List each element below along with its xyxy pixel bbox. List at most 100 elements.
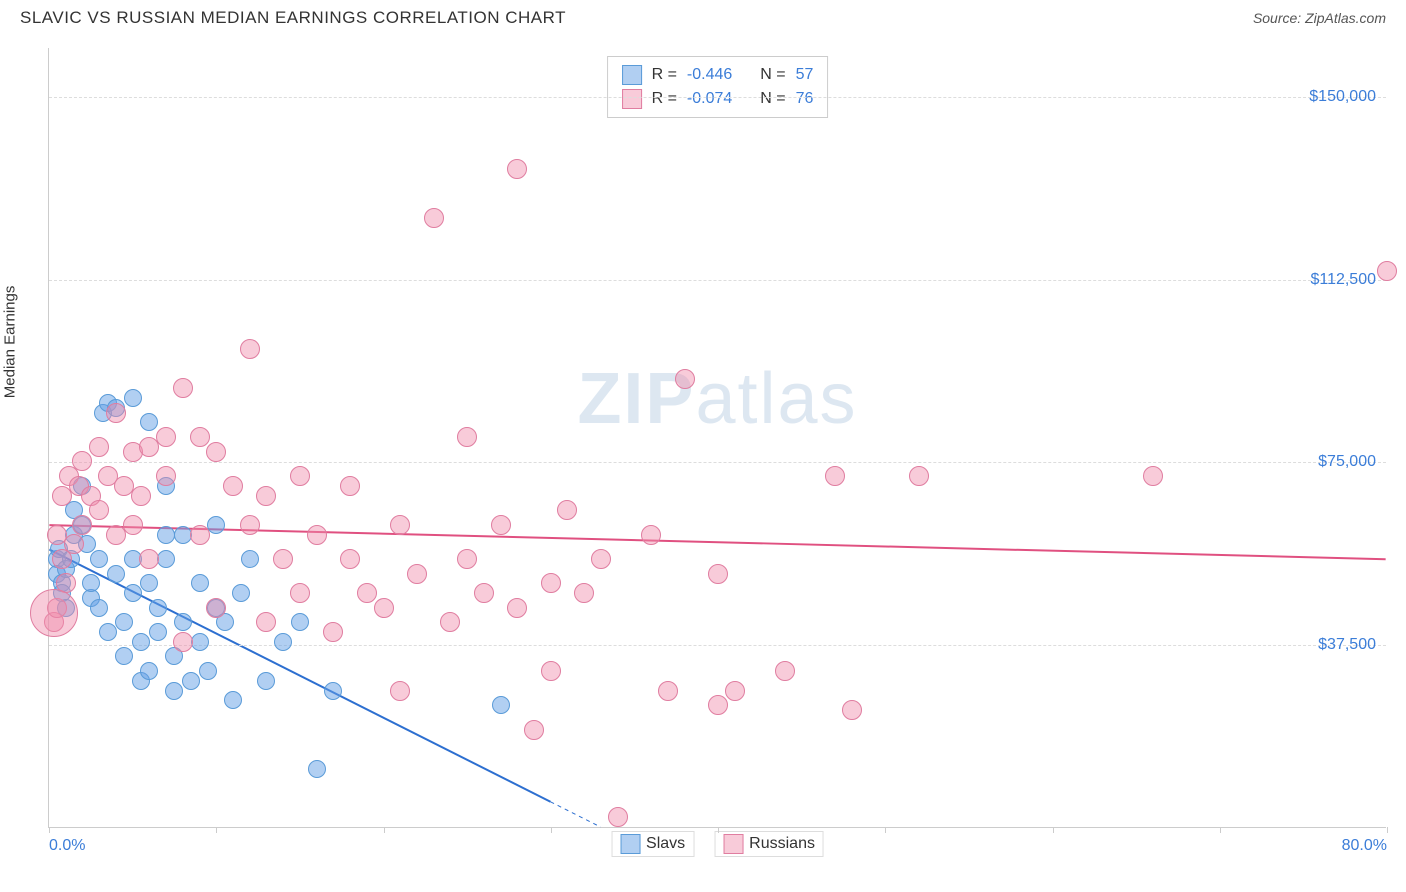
legend: Slavs Russians	[611, 831, 824, 857]
legend-swatch-russians	[723, 834, 743, 854]
data-point	[775, 661, 795, 681]
data-point	[173, 632, 193, 652]
data-point	[290, 583, 310, 603]
data-point	[182, 672, 200, 690]
swatch-russians	[622, 89, 642, 109]
data-point	[307, 525, 327, 545]
data-point	[909, 466, 929, 486]
data-point	[232, 584, 250, 602]
x-tick	[49, 827, 50, 833]
data-point	[474, 583, 494, 603]
data-point	[90, 599, 108, 617]
data-point	[507, 598, 527, 618]
data-point	[89, 500, 109, 520]
r-value-russians: -0.074	[687, 90, 732, 108]
data-point	[106, 403, 126, 423]
y-tick-label: $112,500	[1310, 271, 1376, 289]
data-point	[156, 427, 176, 447]
data-point	[256, 486, 276, 506]
data-point	[492, 696, 510, 714]
data-point	[290, 466, 310, 486]
x-tick-label: 0.0%	[49, 837, 85, 855]
data-point	[357, 583, 377, 603]
data-point	[124, 584, 142, 602]
swatch-slavs	[622, 65, 642, 85]
data-point	[308, 760, 326, 778]
data-point	[374, 598, 394, 618]
data-point	[708, 564, 728, 584]
gridline	[49, 645, 1386, 646]
data-point	[206, 598, 226, 618]
data-point	[115, 613, 133, 631]
data-point	[82, 574, 100, 592]
legend-item-slavs: Slavs	[611, 831, 694, 857]
gridline	[49, 97, 1386, 98]
y-tick-label: $37,500	[1318, 636, 1376, 654]
data-point	[199, 662, 217, 680]
data-point	[324, 682, 342, 700]
y-axis-label: Median Earnings	[2, 286, 19, 399]
chart-title: SLAVIC VS RUSSIAN MEDIAN EARNINGS CORREL…	[20, 8, 566, 28]
data-point	[140, 413, 158, 431]
data-point	[174, 613, 192, 631]
data-point	[140, 574, 158, 592]
watermark-text: ZIPatlas	[577, 358, 857, 440]
data-point	[149, 623, 167, 641]
data-point	[72, 515, 92, 535]
data-point	[541, 573, 561, 593]
data-point	[90, 550, 108, 568]
data-point	[115, 647, 133, 665]
data-point	[190, 525, 210, 545]
data-point	[641, 525, 661, 545]
data-point	[206, 442, 226, 462]
x-tick	[718, 827, 719, 833]
y-tick-label: $75,000	[1318, 453, 1376, 471]
x-tick	[885, 827, 886, 833]
legend-item-russians: Russians	[714, 831, 824, 857]
data-point	[440, 612, 460, 632]
data-point	[99, 623, 117, 641]
gridline	[49, 280, 1386, 281]
data-point	[591, 549, 611, 569]
data-point	[132, 633, 150, 651]
data-point	[541, 661, 561, 681]
x-tick	[216, 827, 217, 833]
stats-row-slavs: R = -0.446 N = 57	[622, 63, 814, 87]
stats-row-russians: R = -0.074 N = 76	[622, 87, 814, 111]
data-point	[524, 720, 544, 740]
data-point	[274, 633, 292, 651]
x-tick	[384, 827, 385, 833]
data-point	[291, 613, 309, 631]
data-point	[557, 500, 577, 520]
data-point	[675, 369, 695, 389]
data-point	[340, 476, 360, 496]
data-point	[241, 550, 259, 568]
legend-label-slavs: Slavs	[646, 835, 685, 853]
data-point	[173, 378, 193, 398]
data-point	[457, 427, 477, 447]
data-point	[658, 681, 678, 701]
data-point	[190, 427, 210, 447]
data-point	[123, 515, 143, 535]
data-point	[323, 622, 343, 642]
data-point	[390, 515, 410, 535]
data-point	[157, 526, 175, 544]
data-point	[340, 549, 360, 569]
correlation-stats-box: R = -0.446 N = 57 R = -0.074 N = 76	[607, 56, 829, 118]
data-point	[256, 612, 276, 632]
data-point	[191, 633, 209, 651]
x-tick	[1053, 827, 1054, 833]
data-point	[223, 476, 243, 496]
data-point	[140, 662, 158, 680]
data-point	[240, 339, 260, 359]
data-point	[124, 389, 142, 407]
data-point	[407, 564, 427, 584]
r-value-slavs: -0.446	[687, 66, 732, 84]
data-point	[207, 516, 225, 534]
data-point	[257, 672, 275, 690]
legend-label-russians: Russians	[749, 835, 815, 853]
data-point	[1377, 261, 1397, 281]
n-value-russians: 76	[796, 90, 814, 108]
n-value-slavs: 57	[796, 66, 814, 84]
data-point	[390, 681, 410, 701]
